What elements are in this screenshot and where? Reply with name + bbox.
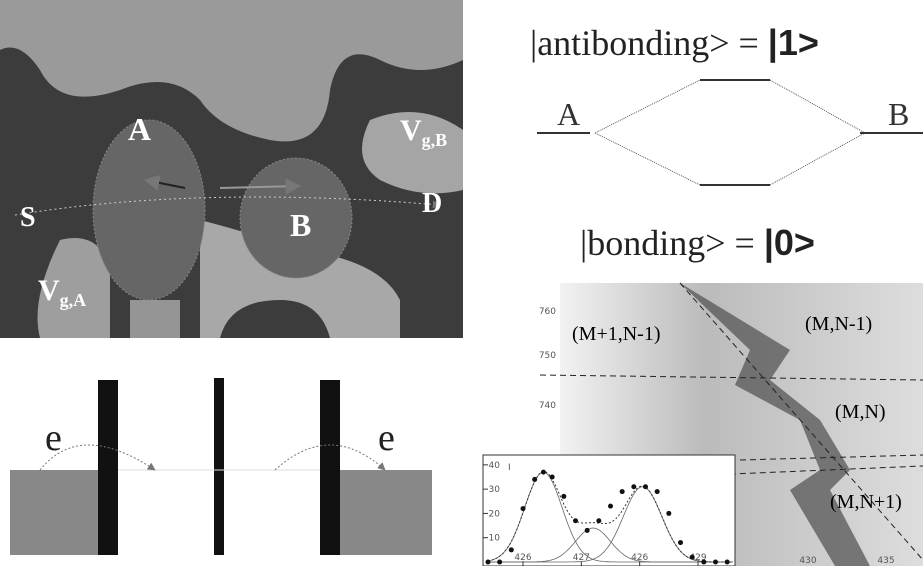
x-tick-label: 435 xyxy=(877,556,894,566)
data-point xyxy=(585,528,590,533)
data-point xyxy=(701,560,706,565)
data-point xyxy=(486,560,491,565)
region-label: (M,N) xyxy=(835,401,886,423)
data-point xyxy=(713,560,718,565)
figure: A B S D Vg,B Vg,A |antibonding> = |1> A … xyxy=(0,0,923,566)
x-tick-label: 430 xyxy=(799,556,816,566)
level-diagram: |antibonding> = |1> A B |bonding> = |0> xyxy=(530,22,923,264)
dot-label: A xyxy=(128,111,151,147)
sem-image: A B S D Vg,B Vg,A xyxy=(0,0,463,338)
region-label: (M+1,N-1) xyxy=(572,323,661,345)
data-point xyxy=(541,470,546,475)
y-tick-label: 40 xyxy=(489,461,501,471)
region-label: (M,N-1) xyxy=(805,313,872,335)
data-point xyxy=(497,560,502,565)
electron-label: e xyxy=(378,417,395,459)
electron-label: e xyxy=(45,417,62,459)
data-point xyxy=(561,494,566,499)
y-tick-label: 10 xyxy=(489,534,501,544)
region-label: (M,N+1) xyxy=(830,491,902,513)
data-point xyxy=(596,518,601,523)
data-point xyxy=(725,560,730,565)
data-point xyxy=(631,484,636,489)
data-point xyxy=(690,555,695,560)
tunneling-schematic: e e xyxy=(10,378,432,555)
state-label: |bonding> = |0> xyxy=(580,222,815,264)
drain-label: D xyxy=(422,188,442,219)
data-point xyxy=(532,477,537,482)
y-tick-label: 20 xyxy=(489,509,501,519)
data-point xyxy=(608,504,613,509)
source-label: S xyxy=(20,202,36,233)
state-label: |antibonding> = |1> xyxy=(530,22,819,64)
data-point xyxy=(573,518,578,523)
data-point xyxy=(620,489,625,494)
y-tick-label: 760 xyxy=(539,307,556,317)
data-point xyxy=(509,547,514,552)
x-tick-label: 426 xyxy=(514,553,531,563)
data-point xyxy=(678,540,683,545)
y-tick-label: 740 xyxy=(539,401,556,411)
data-point xyxy=(521,506,526,511)
data-point xyxy=(666,511,671,516)
data-point xyxy=(655,489,660,494)
y-axis-label: I xyxy=(508,463,511,473)
y-tick-label: 750 xyxy=(539,351,556,361)
dot-label: B xyxy=(290,207,311,243)
data-point xyxy=(550,475,555,480)
y-tick-label: 30 xyxy=(489,485,501,495)
dot-label: B xyxy=(888,96,909,132)
data-point xyxy=(643,484,648,489)
dot-label: A xyxy=(557,96,580,132)
